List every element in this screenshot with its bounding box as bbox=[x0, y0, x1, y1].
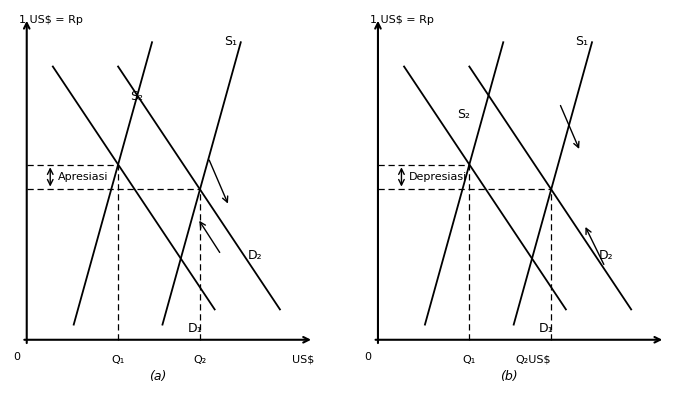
Text: D₁: D₁ bbox=[187, 322, 202, 335]
Text: US$: US$ bbox=[291, 355, 314, 365]
Text: Q₁: Q₁ bbox=[111, 355, 124, 365]
Text: Q₂: Q₂ bbox=[194, 355, 207, 365]
Text: Q₁: Q₁ bbox=[462, 355, 476, 365]
Text: 1 US$ = Rp: 1 US$ = Rp bbox=[370, 15, 434, 25]
Text: 0: 0 bbox=[364, 352, 371, 362]
Text: D₁: D₁ bbox=[538, 322, 553, 335]
Text: 0: 0 bbox=[13, 352, 20, 362]
Text: S₁: S₁ bbox=[224, 35, 237, 48]
Text: Q₂US$: Q₂US$ bbox=[516, 355, 551, 365]
Text: S₂: S₂ bbox=[130, 90, 143, 103]
Text: S₂: S₂ bbox=[458, 108, 471, 121]
Text: (a): (a) bbox=[148, 370, 166, 383]
Text: S₁: S₁ bbox=[575, 35, 588, 48]
Text: Depresiasi: Depresiasi bbox=[409, 172, 468, 182]
Text: Apresiasi: Apresiasi bbox=[58, 172, 109, 182]
Text: D₂: D₂ bbox=[248, 249, 262, 262]
Text: 1 US$ = Rp: 1 US$ = Rp bbox=[19, 15, 83, 25]
Text: D₂: D₂ bbox=[598, 249, 613, 262]
Text: (b): (b) bbox=[500, 370, 517, 383]
